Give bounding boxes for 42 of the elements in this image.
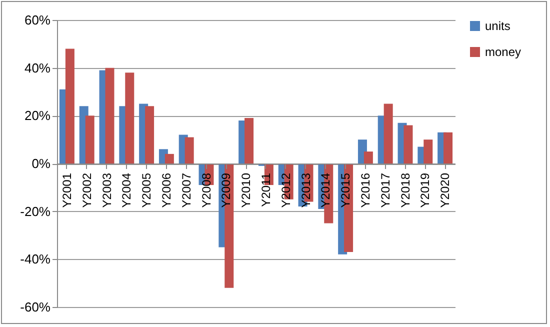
bar xyxy=(244,118,254,164)
bar xyxy=(65,48,74,164)
x-tick-label: Y2011 xyxy=(258,172,273,207)
bar xyxy=(85,116,94,164)
y-tick-label: -20% xyxy=(20,204,51,219)
x-tick-label: Y2010 xyxy=(239,172,254,208)
x-tick-label: Y2009 xyxy=(219,172,234,208)
bar xyxy=(444,132,453,164)
x-tick-label: Y2017 xyxy=(378,172,392,208)
y-tick-label: 40% xyxy=(24,60,51,76)
bar xyxy=(384,104,393,164)
x-tick-label: Y2007 xyxy=(179,172,194,208)
x-tick-label: Y2004 xyxy=(120,172,134,208)
bar xyxy=(145,106,154,164)
x-tick-label: Y2016 xyxy=(358,172,372,208)
x-tick-label: Y2003 xyxy=(100,172,114,208)
x-tick-label: Y2001 xyxy=(60,172,74,208)
x-tick-label: Y2012 xyxy=(278,172,293,208)
x-tick-label: Y2013 xyxy=(298,172,313,208)
y-tick-label: 20% xyxy=(24,108,51,124)
legend-label: money xyxy=(485,45,522,59)
y-tick-label: 60% xyxy=(24,12,51,28)
legend-label: units xyxy=(485,19,510,33)
x-tick-label: Y2014 xyxy=(318,172,333,208)
x-tick-label: Y2006 xyxy=(159,172,174,208)
x-tick-label: Y2020 xyxy=(438,172,452,208)
bar xyxy=(404,125,413,164)
y-tick-label: -60% xyxy=(20,300,51,314)
bar xyxy=(164,154,174,164)
x-tick-label: Y2015 xyxy=(338,172,353,208)
bar xyxy=(424,140,433,164)
bar xyxy=(125,72,134,164)
bar xyxy=(364,152,373,164)
x-tick-label: Y2018 xyxy=(398,172,412,208)
y-tick-label: 0% xyxy=(32,156,51,171)
bar xyxy=(184,137,194,164)
bar xyxy=(105,68,114,164)
x-tick-label: Y2019 xyxy=(418,172,432,208)
y-tick-label: -40% xyxy=(20,252,51,267)
x-tick-label: Y2008 xyxy=(199,172,214,208)
x-tick-label: Y2005 xyxy=(140,172,154,208)
x-tick-label: Y2002 xyxy=(80,172,94,208)
